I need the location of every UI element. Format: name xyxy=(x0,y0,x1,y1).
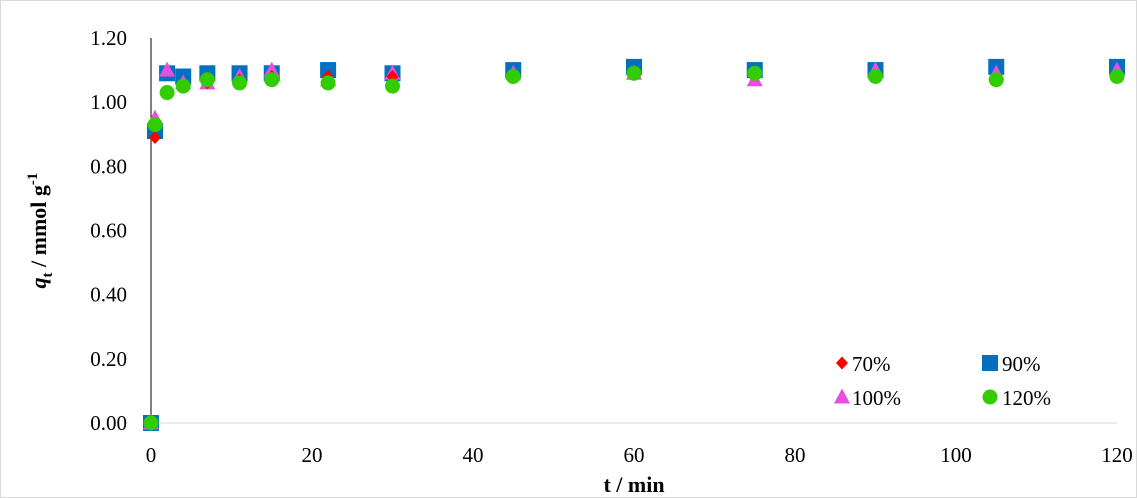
data-point-circle xyxy=(232,75,248,91)
y-tick-label: 0.40 xyxy=(90,283,127,307)
y-axis-title-rest: / mmol g xyxy=(26,185,51,272)
legend-label: 70% xyxy=(852,352,891,376)
data-point-diamond xyxy=(149,130,162,144)
legend-marker-circle xyxy=(982,389,998,405)
data-point-circle xyxy=(868,69,883,84)
data-point-circle xyxy=(320,75,336,91)
data-point-circle xyxy=(505,69,521,84)
data-point-circle xyxy=(159,85,175,101)
x-tick-label: 60 xyxy=(624,443,645,467)
x-tick-label: 100 xyxy=(940,443,972,467)
legend-marker-square xyxy=(982,355,998,371)
y-tick-label: 1.20 xyxy=(90,26,127,50)
legend-label: 90% xyxy=(1002,352,1041,376)
x-tick-label: 40 xyxy=(463,443,484,467)
legend-marker-diamond xyxy=(836,356,848,370)
y-axis-title-sub: t xyxy=(40,272,56,277)
y-axis-title-q: q xyxy=(26,277,51,288)
legend-label: 100% xyxy=(852,386,901,410)
y-tick-label: 0.60 xyxy=(90,219,127,243)
data-point-circle xyxy=(143,415,159,431)
y-axis-title-sup: -1 xyxy=(25,173,41,186)
series-triangle xyxy=(143,61,1125,430)
data-point-circle xyxy=(626,65,642,81)
x-tick-label: 120 xyxy=(1101,443,1133,467)
y-tick-label: 0.20 xyxy=(90,347,127,371)
data-point-circle xyxy=(988,72,1004,88)
y-tick-label: 1.00 xyxy=(90,90,127,114)
x-tick-labels: 0 20 40 60 80 100 120 xyxy=(146,443,1133,467)
data-point-circle xyxy=(747,65,763,81)
y-tick-label: 0.00 xyxy=(90,411,127,435)
x-axis-title: t / min xyxy=(603,472,664,497)
y-axis-title: qt / mmol g-1 xyxy=(25,173,56,289)
series-square xyxy=(143,58,1125,431)
x-tick-label: 0 xyxy=(146,443,157,467)
data-point-triangle xyxy=(159,61,176,77)
series-circle xyxy=(143,65,1125,431)
data-point-circle xyxy=(199,72,215,88)
legend: 70% 90% 100% 120% xyxy=(834,352,1051,410)
data-point-circle xyxy=(1109,69,1125,84)
series-diamond xyxy=(145,66,1123,430)
data-point-circle xyxy=(264,72,280,88)
y-tick-labels: 0.00 0.20 0.40 0.60 0.80 1.00 1.20 xyxy=(90,26,127,435)
data-points xyxy=(143,58,1125,431)
x-tick-label: 80 xyxy=(785,443,806,467)
data-point-triangle xyxy=(263,61,280,77)
axes xyxy=(150,38,1117,424)
data-point-circle xyxy=(175,78,191,94)
data-point-circle xyxy=(385,78,400,94)
legend-label: 120% xyxy=(1002,386,1051,410)
data-point-circle xyxy=(147,117,163,133)
legend-marker-triangle xyxy=(834,388,850,404)
y-tick-label: 0.80 xyxy=(90,154,127,178)
x-tick-label: 20 xyxy=(302,443,323,467)
